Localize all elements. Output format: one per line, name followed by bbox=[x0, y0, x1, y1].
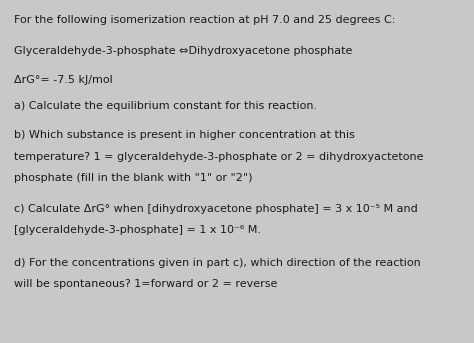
Text: phosphate (fill in the blank with "1" or "2"): phosphate (fill in the blank with "1" or… bbox=[14, 173, 253, 183]
Text: will be spontaneous? 1=forward or 2 = reverse: will be spontaneous? 1=forward or 2 = re… bbox=[14, 279, 278, 289]
Text: b) Which substance is present in higher concentration at this: b) Which substance is present in higher … bbox=[14, 130, 355, 140]
Text: ΔrG°= -7.5 kJ/mol: ΔrG°= -7.5 kJ/mol bbox=[14, 75, 113, 85]
Text: temperature? 1 = glyceraldehyde-3-phosphate or 2 = dihydroxyactetone: temperature? 1 = glyceraldehyde-3-phosph… bbox=[14, 152, 424, 162]
Text: Glyceraldehyde-3-phosphate ⇔Dihydroxyacetone phosphate: Glyceraldehyde-3-phosphate ⇔Dihydroxyace… bbox=[14, 46, 353, 56]
Text: [glyceraldehyde-3-phosphate] = 1 x 10⁻⁶ M.: [glyceraldehyde-3-phosphate] = 1 x 10⁻⁶ … bbox=[14, 225, 261, 235]
Text: d) For the concentrations given in part c), which direction of the reaction: d) For the concentrations given in part … bbox=[14, 258, 421, 268]
Text: For the following isomerization reaction at pH 7.0 and 25 degrees C:: For the following isomerization reaction… bbox=[14, 15, 396, 25]
Text: c) Calculate ΔrG° when [dihydroxyacetone phosphate] = 3 x 10⁻⁵ M and: c) Calculate ΔrG° when [dihydroxyacetone… bbox=[14, 204, 418, 214]
Text: a) Calculate the equilibrium constant for this reaction.: a) Calculate the equilibrium constant fo… bbox=[14, 101, 318, 111]
